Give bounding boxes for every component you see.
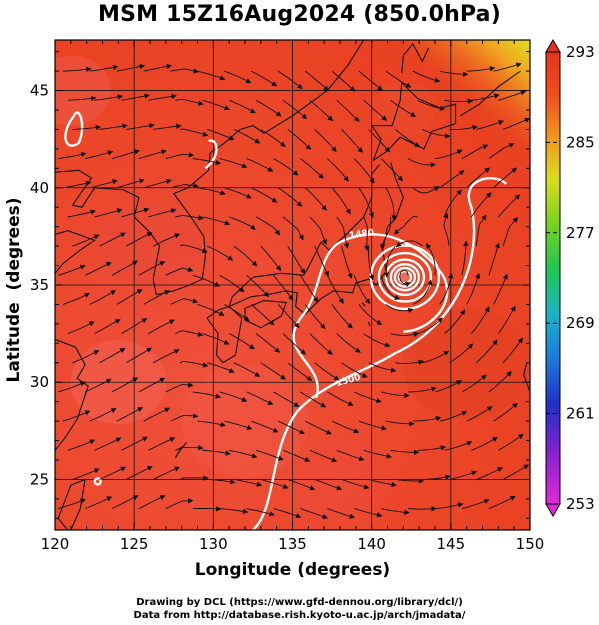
chart-title: MSM 15Z16Aug2024 (850.0hPa) bbox=[98, 2, 501, 27]
colorbar bbox=[545, 39, 561, 517]
y-tick-label: 25 bbox=[30, 470, 49, 488]
x-tick-label: 130 bbox=[199, 535, 228, 553]
x-tick-label: 125 bbox=[120, 535, 149, 553]
colorbar-label: 285 bbox=[566, 133, 595, 151]
x-tick-label: 135 bbox=[278, 535, 307, 553]
y-tick-label: 30 bbox=[30, 373, 49, 391]
colorbar-label: 293 bbox=[566, 43, 595, 61]
colorbar-label: 277 bbox=[566, 224, 595, 242]
x-tick-label: 120 bbox=[41, 535, 70, 553]
x-tick-label: 150 bbox=[516, 535, 545, 553]
x-axis-label: Longitude (degrees) bbox=[194, 560, 391, 580]
y-axis-label: Latitude (degrees) bbox=[4, 197, 24, 383]
y-tick-label: 40 bbox=[30, 179, 49, 197]
colorbar-top-arrow bbox=[545, 39, 561, 53]
x-tick-label: 145 bbox=[437, 535, 466, 553]
colorbar-label: 261 bbox=[566, 405, 595, 423]
credits: Drawing by DCL (https://www.gfd-dennou.o… bbox=[0, 596, 599, 622]
x-tick-label: 140 bbox=[357, 535, 386, 553]
credits-line-data: Data from http://database.rish.kyoto-u.a… bbox=[133, 610, 466, 621]
colorbar-label: 269 bbox=[566, 314, 595, 332]
colorbar-bottom-arrow bbox=[545, 503, 561, 517]
y-tick-label: 45 bbox=[30, 82, 49, 100]
credits-line-dcl: Drawing by DCL (https://www.gfd-dennou.o… bbox=[136, 597, 463, 608]
colorbar-label: 253 bbox=[566, 495, 595, 513]
y-tick-label: 35 bbox=[30, 276, 49, 294]
contour-label-upper: 1480 bbox=[349, 228, 375, 241]
